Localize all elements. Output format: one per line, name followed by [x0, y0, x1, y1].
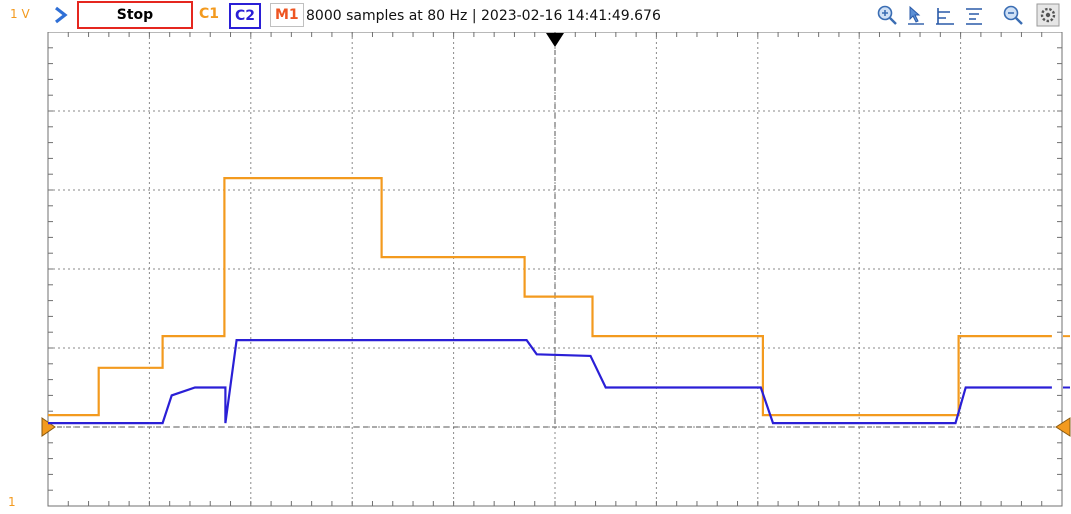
bottom-scale-label: 1	[8, 495, 16, 509]
cursor-pointer-icon[interactable]	[905, 4, 927, 26]
zoom-fit-icon[interactable]	[1002, 4, 1024, 26]
channel-c1-toggle[interactable]: C1	[199, 6, 220, 22]
trigger-level-marker-icon	[1055, 417, 1071, 437]
toolbar: 1 V Stop C1 C2 M1 8000 samples at 80 Hz …	[0, 0, 1071, 32]
c1-trace	[48, 177, 1052, 417]
trigger-marker-icon	[546, 33, 564, 47]
oscilloscope-plot[interactable]	[0, 32, 1071, 514]
horizontal-cursors-icon[interactable]	[934, 4, 956, 26]
acquisition-status: 8000 samples at 80 Hz | 2023-02-16 14:41…	[306, 8, 661, 24]
run-chevron-icon[interactable]	[52, 5, 70, 25]
settings-icon[interactable]	[1036, 3, 1060, 27]
channel-m1-toggle[interactable]: M1	[270, 3, 304, 27]
stop-button[interactable]: Stop	[77, 1, 193, 29]
channel-scale-label: 1 V	[10, 7, 30, 21]
zoom-in-icon[interactable]	[876, 4, 898, 26]
vertical-cursors-icon[interactable]	[963, 4, 985, 26]
c2-trace	[48, 339, 1052, 425]
channel-c2-toggle[interactable]: C2	[229, 3, 262, 29]
